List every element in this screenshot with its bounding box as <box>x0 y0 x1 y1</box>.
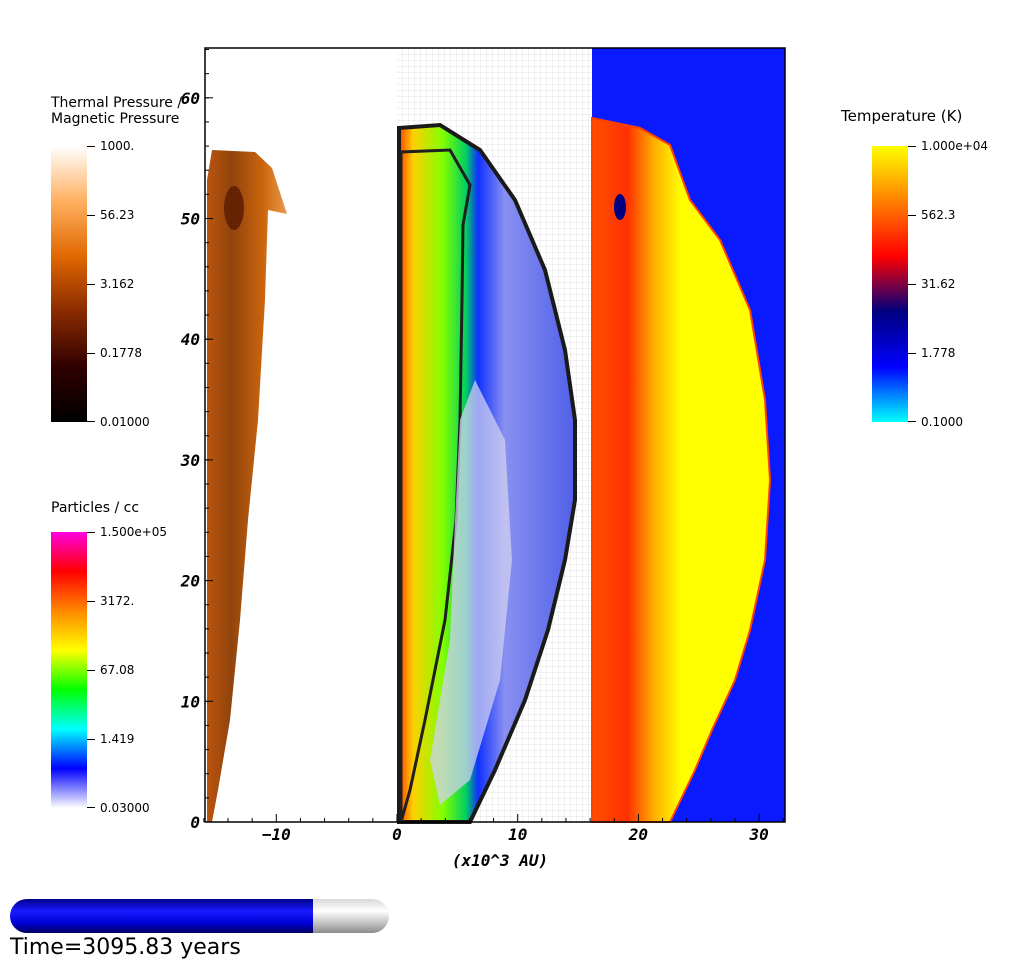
temperature-tick-label: 31.62 <box>921 277 956 291</box>
pressure-core <box>224 186 244 230</box>
x-tick-label: 10 <box>508 825 527 844</box>
pressure-tick-label: 3.162 <box>100 277 135 291</box>
time-label: Time=3095.83 years <box>10 935 241 960</box>
density-inner-shock <box>399 148 472 823</box>
pressure-legend-title-line2: Magnetic Pressure <box>51 111 180 127</box>
density-cavity <box>430 380 512 805</box>
x-axis-title: (x10^3 AU) <box>452 851 548 870</box>
y-tick-label: 60 <box>181 89 200 108</box>
pressure-tick-label: 0.01000 <box>100 415 150 429</box>
temperature-tick-label: 1.778 <box>921 346 956 360</box>
time-progress-fill <box>10 899 314 933</box>
y-tick-label: 0 <box>190 813 200 832</box>
x-axis: −10 0 10 20 30 <box>203 814 784 844</box>
temperature-legend-title: Temperature (K) <box>841 107 963 125</box>
density-colorbar <box>51 532 87 808</box>
y-tick-label: 20 <box>180 572 200 591</box>
x-tick-label: 30 <box>748 825 768 844</box>
density-tick-label: 0.03000 <box>100 801 150 815</box>
density-tick-label: 1.500e+05 <box>100 525 168 539</box>
plot-frame <box>204 47 786 823</box>
density-legend-title: Particles / cc <box>51 500 140 516</box>
density-tick-label: 1.419 <box>100 732 135 746</box>
temperature-tick-label: 1.000e+04 <box>921 139 989 153</box>
y-tick-label: 10 <box>181 692 200 711</box>
temperature-cold-core <box>614 194 626 220</box>
pressure-tick-label: 56.23 <box>100 208 135 222</box>
time-progress-bar <box>10 899 389 933</box>
pressure-plume <box>207 150 287 822</box>
pressure-legend-title: Thermal Pressure / Magnetic Pressure <box>51 95 182 127</box>
y-tick-label: 30 <box>180 451 200 470</box>
density-tick-label: 67.08 <box>100 663 135 677</box>
y-axis: 0 10 20 30 40 50 60 <box>180 49 213 832</box>
temperature-tick-label: 0.1000 <box>921 415 963 429</box>
pressure-colorbar <box>51 146 87 422</box>
temperature-tick-label: 562.3 <box>921 208 956 222</box>
pressure-tick-label: 1000. <box>100 139 135 153</box>
temperature-colorbar <box>872 146 908 422</box>
y-tick-label: 40 <box>181 330 200 349</box>
x-tick-label: −10 <box>262 825 291 844</box>
temperature-plume <box>591 116 772 823</box>
density-tick-label: 3172. <box>100 594 135 608</box>
pressure-legend-title-line1: Thermal Pressure / <box>51 95 183 111</box>
x-tick-label: 0 <box>392 825 402 844</box>
pressure-tick-label: 0.1778 <box>100 346 142 360</box>
x-tick-label: 20 <box>628 825 648 844</box>
y-tick-label: 50 <box>181 210 200 229</box>
